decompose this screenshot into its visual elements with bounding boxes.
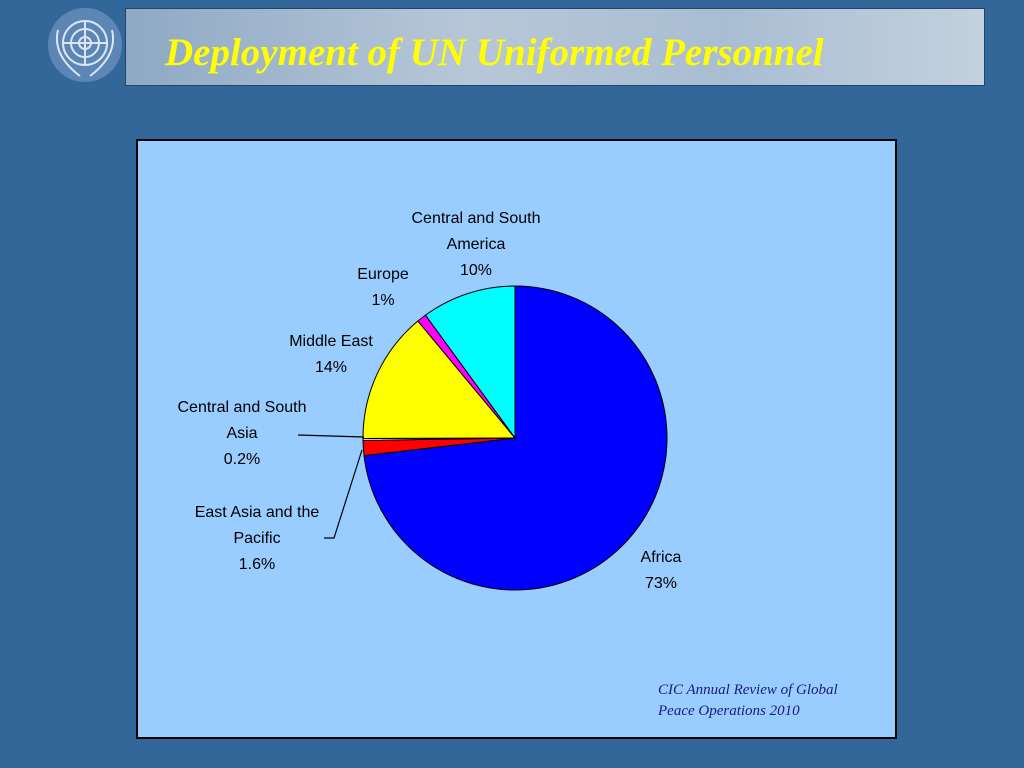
category-name: Middle East [289,333,373,350]
pie-slice [424,285,516,440]
value-label: 1% [371,292,395,309]
slice-label: Europe 1% [333,262,433,314]
leader-line [297,434,365,438]
header-bar [125,8,985,86]
value-label: 73% [644,575,678,592]
slice-label: Africa 73% [601,545,721,597]
category-name: Central and South Asia [177,399,307,442]
value-label: 1.6% [238,556,276,573]
value-label: 14% [314,359,348,376]
leader-line [324,449,363,539]
slice-label: Central and South America 10% [396,206,556,284]
slice-label: Central and South Asia 0.2% [177,395,307,473]
source-note: CIC Annual Review of Global Peace Operat… [658,682,838,719]
slice-label: East Asia and the Pacific 1.6% [182,500,332,578]
value-label: 10% [459,262,493,279]
category-name: Central and South America [411,210,541,253]
slice-label: Middle East 14% [266,329,396,381]
un-logo [46,6,124,84]
category-name: Africa [640,549,682,566]
pie-slice [362,320,517,439]
category-name: Europe [357,266,409,283]
slide-title: Deployment of UN Uniformed Personnel [165,31,824,74]
value-label: 0.2% [223,451,261,468]
pie [362,285,668,591]
category-name: East Asia and the Pacific [194,504,320,547]
